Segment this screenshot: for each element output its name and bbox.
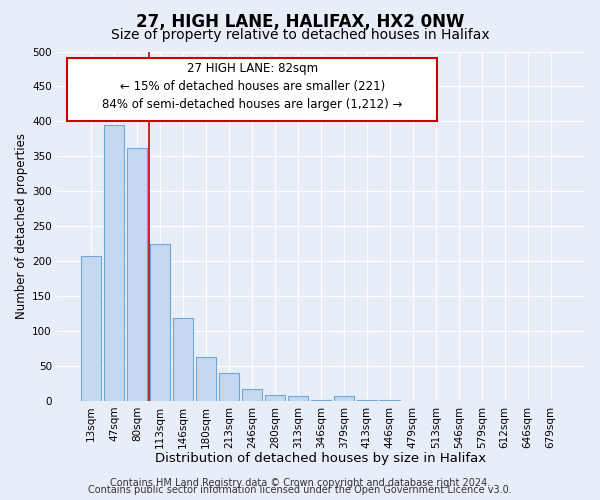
Text: 27 HIGH LANE: 82sqm
← 15% of detached houses are smaller (221)
84% of semi-detac: 27 HIGH LANE: 82sqm ← 15% of detached ho… — [102, 62, 403, 111]
Text: Contains public sector information licensed under the Open Government Licence v3: Contains public sector information licen… — [88, 485, 512, 495]
FancyBboxPatch shape — [67, 58, 437, 122]
Bar — [334, 396, 354, 401]
Bar — [242, 389, 262, 401]
Bar — [104, 125, 124, 401]
Text: 27, HIGH LANE, HALIFAX, HX2 0NW: 27, HIGH LANE, HALIFAX, HX2 0NW — [136, 12, 464, 30]
Bar — [218, 373, 239, 401]
Bar — [150, 244, 170, 401]
Bar — [173, 318, 193, 401]
Bar — [127, 148, 148, 401]
Text: Contains HM Land Registry data © Crown copyright and database right 2024.: Contains HM Land Registry data © Crown c… — [110, 478, 490, 488]
Bar — [265, 396, 285, 401]
Bar — [311, 400, 331, 401]
X-axis label: Distribution of detached houses by size in Halifax: Distribution of detached houses by size … — [155, 452, 487, 465]
Bar — [196, 357, 217, 401]
Text: Size of property relative to detached houses in Halifax: Size of property relative to detached ho… — [110, 28, 490, 42]
Bar — [287, 396, 308, 401]
Bar — [356, 400, 377, 401]
Y-axis label: Number of detached properties: Number of detached properties — [15, 133, 28, 319]
Bar — [81, 256, 101, 401]
Bar — [379, 400, 400, 401]
